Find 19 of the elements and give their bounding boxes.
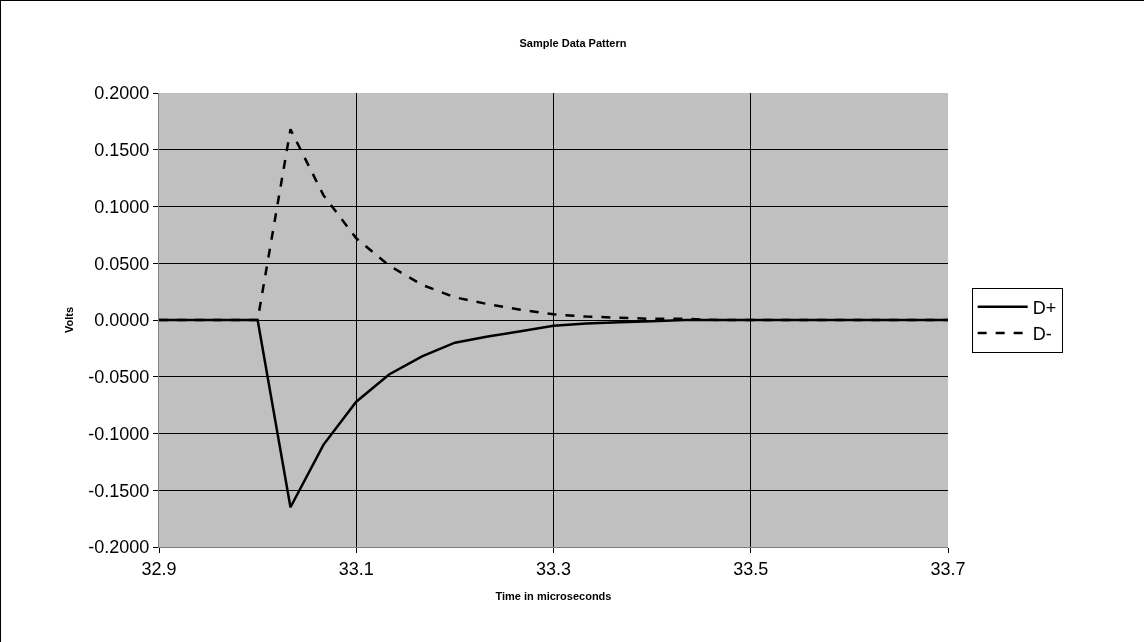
legend-label: D+ (1032, 297, 1057, 318)
y-tick-label: -0.1000 (88, 423, 150, 444)
y-tick-label: -0.0500 (88, 367, 150, 388)
x-tick-label: 33.3 (535, 558, 572, 579)
x-tick-label: 33.1 (338, 558, 374, 579)
y-tick-label: -0.1500 (88, 480, 150, 501)
chart-title: Sample Data Pattern (519, 37, 627, 50)
y-axis-title: Volts (62, 306, 75, 334)
y-tick-label: 0.0500 (94, 253, 150, 274)
y-tick-label: -0.2000 (88, 537, 150, 558)
y-tick-label: 0.1000 (94, 196, 150, 217)
x-axis-title: Time in microseconds (495, 589, 612, 602)
legend-label: D- (1032, 324, 1052, 345)
x-tick-label: 33.5 (733, 558, 769, 579)
y-tick-label: 0.2000 (94, 83, 150, 104)
y-tick-label: 0.0000 (94, 310, 150, 331)
x-tick-label: 33.7 (930, 558, 966, 579)
y-tick-label: 0.1500 (94, 140, 150, 161)
x-tick-label: 32.9 (141, 558, 177, 579)
